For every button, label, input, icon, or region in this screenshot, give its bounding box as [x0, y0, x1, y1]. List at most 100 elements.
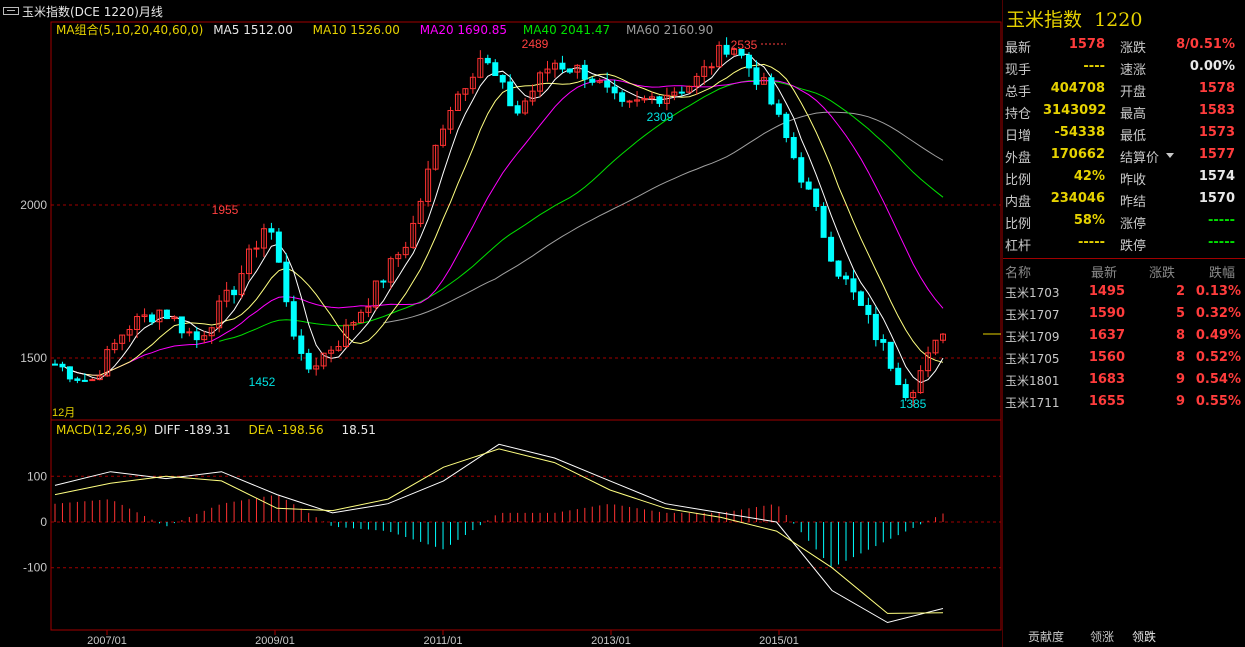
candle-body — [850, 278, 857, 293]
candle-body — [663, 94, 670, 104]
candle-body — [708, 66, 715, 69]
quote-value: 42% — [1073, 169, 1105, 184]
candle-body — [857, 291, 864, 306]
candle-body — [723, 44, 730, 55]
candle-body — [775, 103, 782, 115]
chart-grid — [50, 0, 1003, 647]
contract-row[interactable]: 玉米1703 1495 2 0.13% — [1003, 284, 1245, 304]
contract-column-header[interactable]: 跌幅 — [1208, 266, 1235, 281]
candle-body — [402, 246, 409, 256]
candle-body — [768, 77, 775, 105]
tab-contribution[interactable]: 贡献度 — [1027, 630, 1064, 644]
contract-chg: 8 — [1175, 328, 1185, 343]
candle-body — [514, 105, 521, 114]
candle-body — [193, 331, 200, 341]
quote-label: 开盘 — [1120, 85, 1147, 100]
extreme-label: 1385 — [900, 397, 927, 411]
macd-tick-label: 0 — [40, 515, 47, 529]
contract-name: 玉米1801 — [1005, 374, 1060, 388]
contract-column-header[interactable]: 名称 — [1005, 266, 1032, 281]
candle-body — [865, 304, 872, 315]
quote-label: 速涨 — [1120, 63, 1147, 78]
candle-body — [275, 231, 282, 263]
date-tick-label: 2015/01 — [759, 635, 799, 647]
contract-column-header[interactable]: 最新 — [1090, 266, 1117, 281]
candle-body — [447, 109, 454, 130]
candle-body — [507, 81, 514, 107]
candle-body — [880, 339, 887, 343]
candle-body — [522, 100, 529, 114]
candle-body — [551, 62, 558, 70]
quote-label: 最低 — [1120, 129, 1147, 144]
menu-icon[interactable] — [3, 7, 19, 15]
ma-line — [219, 79, 944, 342]
candle-body — [298, 335, 305, 354]
contract-name: 玉米1709 — [1005, 330, 1060, 344]
contract-pct: 0.49% — [1195, 328, 1241, 343]
candle-body — [119, 334, 126, 344]
candle-body — [223, 289, 230, 302]
candle-body — [134, 316, 141, 331]
candle-body — [925, 352, 932, 372]
candle-body — [231, 289, 238, 296]
candle-body — [59, 363, 66, 368]
contract-last: 1683 — [1088, 372, 1125, 387]
candle-body — [149, 314, 156, 323]
candle-body — [380, 280, 387, 283]
candle-body — [798, 157, 805, 183]
quote-label: 昨结 — [1120, 195, 1147, 210]
contract-name: 玉米1711 — [1005, 396, 1060, 410]
date-tick-label: 2011/01 — [424, 635, 463, 647]
contract-row[interactable]: 玉米1801 1683 9 0.54% — [1003, 372, 1245, 392]
contract-row[interactable]: 玉米1705 1560 8 0.52% — [1003, 350, 1245, 370]
dea-label: DEA -198.56 — [248, 423, 324, 437]
contract-row[interactable]: 玉米1711 1655 9 0.55% — [1003, 394, 1245, 414]
quote-label: 涨跌 — [1120, 41, 1147, 56]
candle-body — [492, 62, 499, 77]
candle-body — [395, 254, 402, 260]
quote-value: 234046 — [1050, 191, 1105, 206]
candle-body — [753, 67, 760, 85]
candle-body — [738, 48, 745, 56]
contract-row[interactable]: 玉米1709 1637 8 0.49% — [1003, 328, 1245, 348]
contract-pct: 0.52% — [1195, 350, 1241, 365]
quote-value: 3143092 — [1043, 103, 1107, 118]
moving-average-lines — [62, 53, 944, 384]
contract-last: 1637 — [1088, 328, 1125, 343]
candle-body — [678, 91, 685, 94]
candle-body — [357, 311, 364, 324]
panel-divider — [1003, 258, 1245, 259]
contract-last: 1590 — [1088, 306, 1125, 321]
candle-body — [104, 349, 111, 377]
candle-body — [559, 62, 566, 70]
contract-row[interactable]: 玉米1707 1590 5 0.32% — [1003, 306, 1245, 326]
macd-legend: MACD(12,26,9) DIFF -189.31 DEA -198.56 1… — [56, 423, 376, 437]
candle-body — [313, 365, 320, 370]
ma5-label: MA5 1512.00 — [213, 23, 293, 37]
candle-body — [619, 92, 626, 102]
quote-label: 外盘 — [1005, 151, 1032, 166]
candle-body — [417, 200, 424, 224]
contract-name: 玉米1703 — [1005, 286, 1060, 300]
dropdown-arrow-icon[interactable] — [1166, 153, 1174, 158]
macd-panel — [54, 443, 944, 624]
tab-leading-down[interactable]: 领跌 — [1131, 630, 1156, 644]
contract-column-header[interactable]: 涨跌 — [1148, 266, 1175, 281]
candle-body — [544, 68, 551, 74]
candle-body — [178, 316, 185, 334]
contract-chg: 5 — [1175, 306, 1185, 321]
candle-body — [201, 335, 208, 341]
price-tick-label: 2000 — [20, 198, 47, 212]
quote-label: 比例 — [1005, 217, 1032, 232]
quote-value: 1573 — [1198, 125, 1235, 140]
tab-leading-up[interactable]: 领涨 — [1089, 630, 1114, 644]
quote-label: 总手 — [1005, 85, 1032, 100]
quote-label: 持仓 — [1005, 107, 1032, 122]
contract-chg: 9 — [1175, 394, 1185, 409]
candle-body — [141, 314, 148, 318]
contract-pct: 0.32% — [1195, 306, 1241, 321]
contract-pct: 0.55% — [1195, 394, 1241, 409]
contract-last: 1655 — [1088, 394, 1125, 409]
candle-body — [835, 260, 842, 277]
